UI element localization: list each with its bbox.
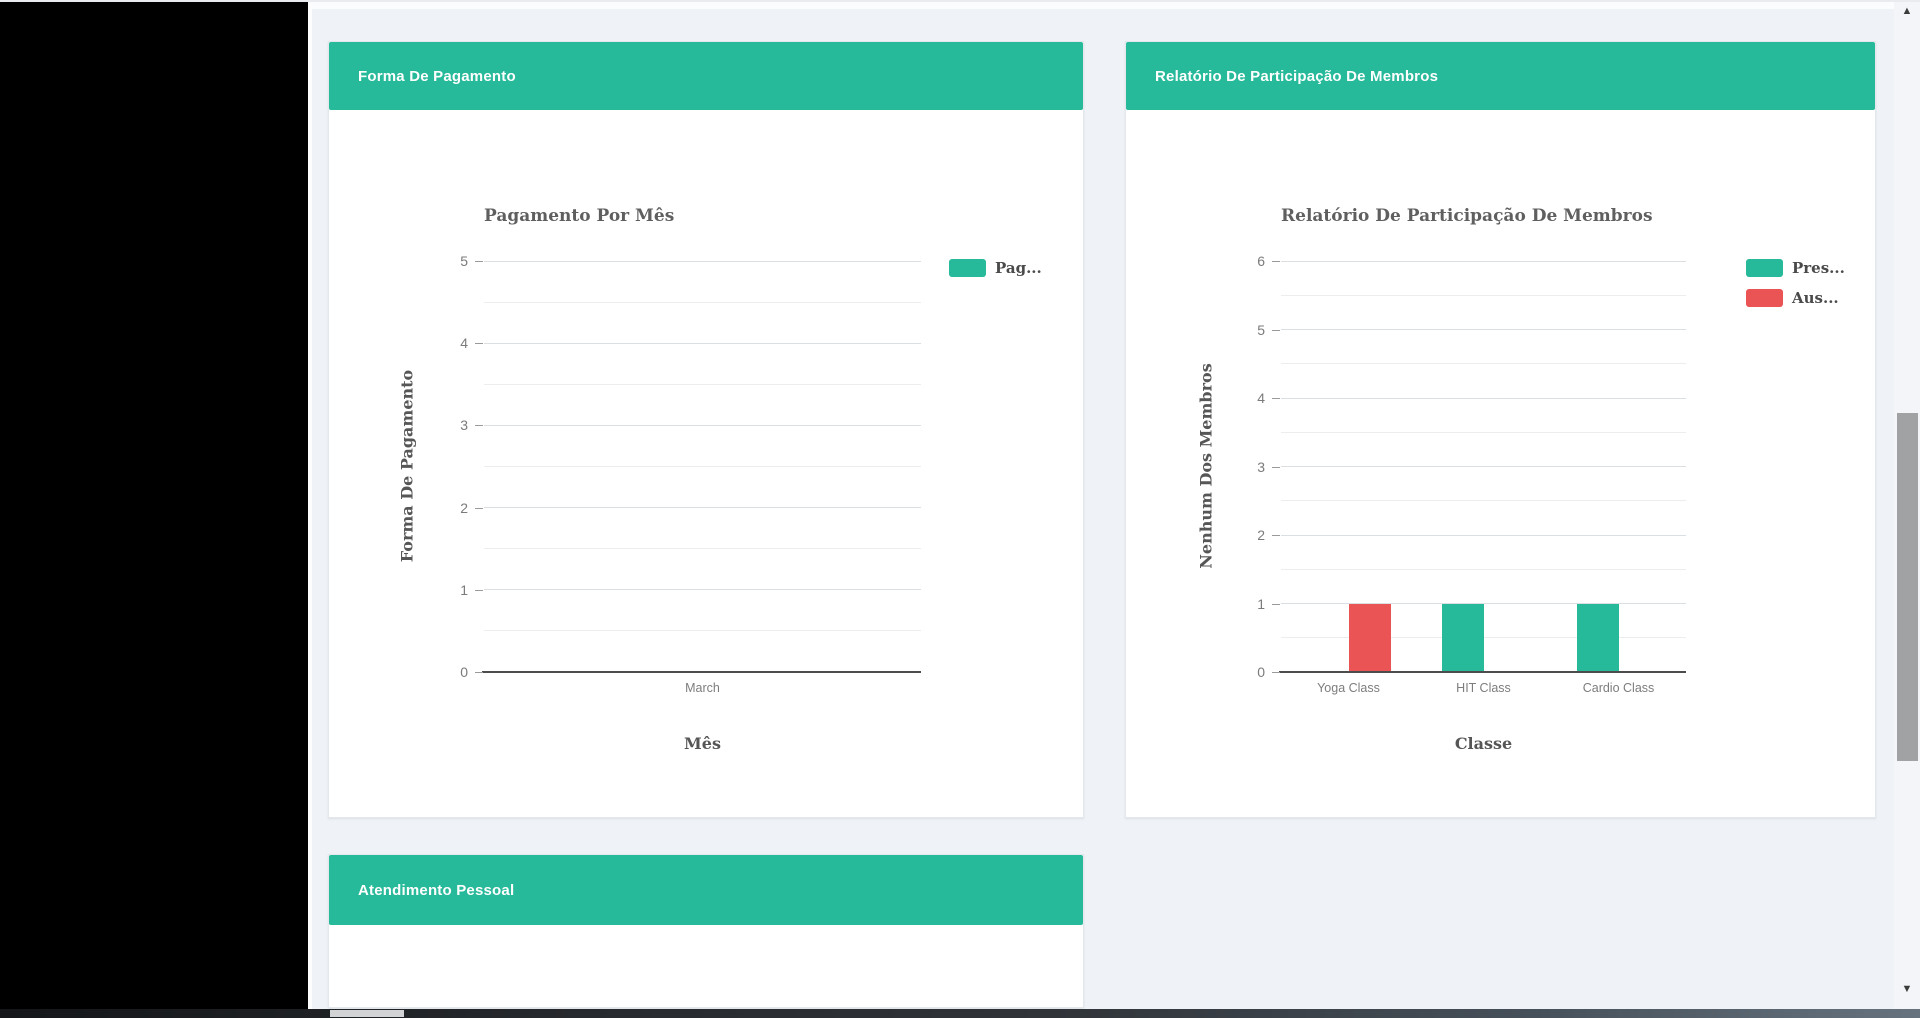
chart-title: Pagamento Por Mês [484, 206, 675, 226]
legend-label: Aus... [1792, 289, 1839, 307]
sidebar-divider [308, 0, 312, 1018]
gridline-major [484, 342, 921, 344]
y-tick-mark [475, 507, 483, 509]
scroll-down-icon[interactable]: ▼ [1901, 983, 1913, 995]
y-tick-mark [1272, 466, 1280, 468]
vertical-scrollbar[interactable]: ▲ ▼ [1894, 0, 1920, 1018]
legend-label: Pag... [995, 259, 1042, 277]
gridline-major [1281, 534, 1686, 536]
y-tick-label: 2 [1257, 527, 1265, 543]
legend-item[interactable]: Pag... [949, 259, 1042, 277]
bar-pres-2 [1576, 603, 1619, 671]
x-axis-line [1279, 671, 1686, 673]
bar-aus-0 [1348, 603, 1391, 671]
x-axis-line [482, 671, 921, 673]
panel-payment: Forma De Pagamento 0 1 2 3 4 5 March Pagamento … [328, 41, 1084, 818]
y-tick-label: 0 [1257, 664, 1265, 680]
scroll-up-icon[interactable]: ▲ [1901, 5, 1913, 17]
y-tick-label: 5 [460, 253, 468, 269]
y-tick-label: 1 [460, 581, 468, 598]
gridline-minor [1281, 637, 1686, 639]
chart-title: Relatório De Participação De Membros [1281, 206, 1653, 226]
y-tick-mark [1272, 672, 1280, 673]
payment-chart: 0 1 2 3 4 5 March Pagamento Por Mês Mês Forma De … [329, 110, 1083, 817]
y-tick-label: 6 [1257, 253, 1265, 269]
y-tick-mark [1272, 329, 1280, 331]
x-tick-label: HIT Class [1456, 681, 1511, 695]
y-tick-mark [475, 343, 483, 345]
gridline-major [1281, 603, 1686, 604]
legend-swatch [1746, 289, 1783, 307]
x-axis-name: Mês [684, 734, 721, 753]
y-tick-label: 4 [1257, 390, 1265, 406]
gridline-minor [1281, 568, 1686, 570]
panel-payment-header: Forma De Pagamento [329, 42, 1083, 110]
gridline-minor [1281, 363, 1686, 365]
gridline-major [484, 260, 921, 262]
x-tick-label: March [685, 681, 720, 695]
legend-swatch [1746, 259, 1783, 277]
y-axis-name: Forma De Pagamento [397, 369, 417, 563]
gridline-major [1281, 397, 1686, 399]
panel-personal: Atendimento Pessoal [328, 854, 1084, 1008]
y-tick-mark [1272, 261, 1280, 262]
gridline-minor [1281, 500, 1686, 502]
sidebar [0, 2, 308, 1018]
y-tick-label: 0 [460, 664, 468, 680]
gridline-major [1281, 329, 1686, 330]
gridline-minor [484, 466, 921, 467]
x-axis-name: Classe [1454, 734, 1513, 753]
y-tick-mark [1272, 603, 1280, 605]
y-tick-mark [475, 672, 483, 673]
panel-payment-title: Forma De Pagamento [358, 67, 516, 85]
panel-participation-header: Relatório De Participação De Membros [1126, 42, 1875, 110]
participation-chart: 0 1 2 3 4 5 6 Yoga Class HIT Class Cardio Class Re… [1126, 110, 1875, 817]
y-tick-label: 1 [1257, 595, 1265, 612]
gridline-major [1281, 466, 1686, 467]
y-tick-label: 3 [460, 417, 468, 434]
y-tick-mark [475, 261, 483, 262]
gridline-minor [484, 630, 921, 632]
y-tick-mark [475, 425, 483, 427]
legend-item[interactable]: Aus... [1746, 289, 1839, 307]
y-tick-label: 3 [1257, 458, 1265, 475]
legend-item[interactable]: Pres... [1746, 259, 1845, 277]
panel-participation-title: Relatório De Participação De Membros [1155, 67, 1439, 85]
x-tick-label: Cardio Class [1582, 681, 1655, 695]
y-tick-mark [475, 589, 483, 591]
panel-participation: Relatório De Participação De Membros 0 1 2… [1125, 41, 1876, 818]
panel-personal-title: Atendimento Pessoal [358, 881, 515, 899]
gridline-major [484, 589, 921, 591]
panel-personal-header: Atendimento Pessoal [329, 855, 1083, 925]
bar-pres-1 [1441, 603, 1484, 671]
gridline-minor [484, 383, 921, 385]
gridline-minor [1281, 294, 1686, 296]
scrolled-card-remnant [312, 0, 1894, 9]
legend-swatch [949, 259, 986, 277]
gridline-major [1281, 260, 1686, 262]
y-tick-label: 5 [1257, 321, 1265, 338]
y-axis-name: Nenhum Dos Membros [1196, 363, 1216, 569]
gridline-minor [1281, 431, 1686, 433]
gridline-minor [484, 301, 921, 303]
x-tick-label: Yoga Class [1317, 681, 1380, 695]
horizontal-scrollbar-thumb[interactable] [330, 1010, 404, 1017]
horizontal-scrollbar[interactable] [0, 1009, 1920, 1018]
y-tick-label: 2 [460, 499, 468, 516]
legend-label: Pres... [1792, 259, 1845, 277]
y-tick-mark [1272, 398, 1280, 399]
y-tick-label: 4 [460, 335, 468, 352]
gridline-major [484, 507, 921, 509]
vertical-scrollbar-thumb[interactable] [1897, 413, 1918, 761]
gridline-minor [484, 548, 921, 550]
y-tick-mark [1272, 535, 1280, 536]
gridline-major [484, 424, 921, 426]
window-top-edge [0, 0, 1920, 2]
